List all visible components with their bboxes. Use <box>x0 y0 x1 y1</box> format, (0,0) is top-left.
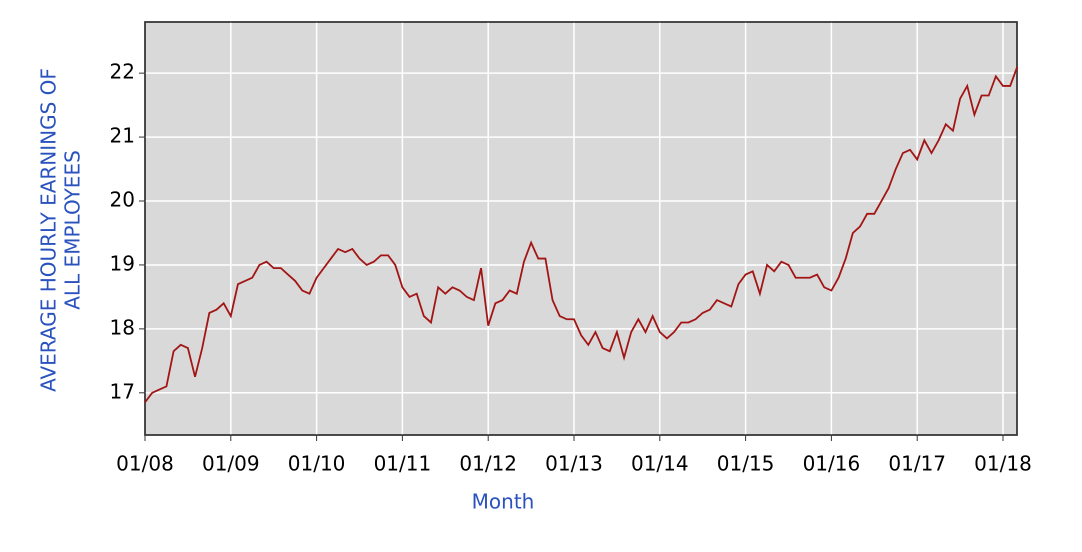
x-tick-label: 01/17 <box>888 452 946 476</box>
data-line <box>144 66 1019 403</box>
y-tick-label: 18 <box>110 315 135 339</box>
y-axis-label-line: AVERAGE HOURLY EARNINGS OF <box>37 68 61 392</box>
y-tick-label: 22 <box>110 60 135 84</box>
y-tick-label: 20 <box>110 188 135 212</box>
y-axis-label-line: ALL EMPLOYEES <box>61 150 85 310</box>
x-tick-label: 01/12 <box>459 452 517 476</box>
x-tick-label: 01/08 <box>116 452 174 476</box>
y-tick-label: 19 <box>110 251 135 275</box>
plot-border <box>144 21 1018 436</box>
y-tick-label: 21 <box>110 124 135 148</box>
x-tick-label: 01/13 <box>545 452 603 476</box>
x-tick-label: 01/10 <box>288 452 346 476</box>
x-tick-label: 01/11 <box>374 452 432 476</box>
plot-area <box>144 21 1018 436</box>
y-tick-label: 17 <box>110 379 135 403</box>
y-axis-label: AVERAGE HOURLY EARNINGS OF ALL EMPLOYEES <box>37 68 85 392</box>
x-tick-label: 01/15 <box>717 452 775 476</box>
x-tick-label: 01/09 <box>202 452 260 476</box>
x-tick-label: 01/18 <box>974 452 1032 476</box>
x-tick-label: 01/16 <box>803 452 861 476</box>
x-axis-label: Month <box>472 490 535 514</box>
x-tick-label: 01/14 <box>631 452 689 476</box>
